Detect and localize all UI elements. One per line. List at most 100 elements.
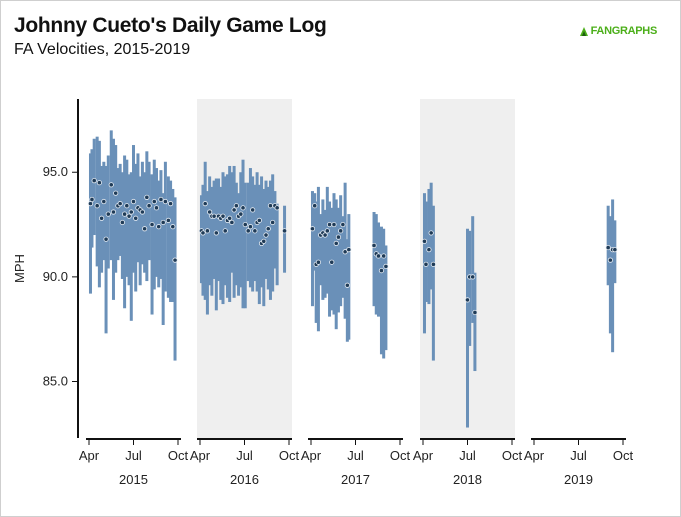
average-velocity-point [108, 182, 114, 188]
average-velocity-point [256, 217, 262, 223]
velocity-range-bar [243, 182, 247, 309]
average-velocity-point [428, 230, 434, 236]
x-tick-label: Oct [613, 448, 634, 463]
average-velocity-point [122, 211, 128, 217]
velocity-range-bar [95, 136, 99, 267]
average-velocity-point [346, 247, 352, 253]
x-tick-label: Jul [347, 448, 364, 463]
average-velocity-point [238, 211, 244, 217]
x-tick-label: Jul [125, 448, 142, 463]
velocity-range-bar [384, 245, 388, 351]
average-velocity-point [207, 209, 213, 215]
velocity-range-bar [239, 172, 243, 288]
average-velocity-point [267, 203, 274, 209]
average-velocity-point [172, 257, 178, 263]
velocity-range-bar [97, 140, 101, 288]
average-velocity-point [242, 221, 248, 228]
average-velocity-point [261, 238, 267, 244]
velocity-range-bar [468, 230, 472, 346]
velocity-range-bar [201, 184, 205, 296]
average-velocity-point [96, 180, 102, 186]
average-velocity-point [333, 240, 339, 246]
logo-text: FANGRAPHS [590, 25, 658, 37]
velocity-range-bar [473, 272, 477, 372]
average-velocity-point [322, 232, 328, 238]
velocity-range-bar [171, 188, 175, 302]
velocity-range-bar [127, 174, 131, 286]
velocity-range-bar [145, 151, 149, 282]
velocity-range-bar [347, 214, 351, 340]
x-tick-label: Jul [236, 448, 253, 463]
y-tick-label: 95.0 [43, 164, 68, 179]
average-velocity-point [335, 234, 342, 240]
chart-title: Johnny Cueto's Daily Game Log [14, 14, 327, 37]
average-velocity-point [281, 228, 288, 234]
velocity-range-bar [382, 228, 386, 359]
velocity-range-bar [431, 205, 435, 361]
average-velocity-point [151, 198, 157, 205]
panel-year-label: 2019 [564, 472, 593, 487]
average-velocity-point [274, 205, 280, 211]
x-tick-label: Apr [190, 448, 211, 463]
average-velocity-point [162, 198, 168, 205]
velocity-range-bar [260, 176, 264, 288]
velocity-range-bar [132, 145, 135, 273]
average-velocity-point [124, 203, 130, 209]
velocity-range-bar [138, 176, 142, 286]
average-velocity-point [165, 217, 171, 223]
average-velocity-point [200, 230, 206, 236]
velocity-range-bar [424, 201, 428, 302]
average-velocity-point [426, 247, 432, 253]
velocity-range-bar [323, 209, 327, 298]
average-velocity-point [130, 198, 137, 205]
velocity-range-bar [325, 186, 329, 294]
velocity-range-bar [266, 186, 270, 290]
velocity-range-bar [466, 228, 469, 428]
average-velocity-point [139, 209, 145, 215]
average-velocity-point [470, 274, 476, 280]
velocity-range-bar [262, 188, 266, 307]
average-velocity-point [133, 215, 139, 221]
average-velocity-point [247, 224, 254, 230]
velocity-range-bar [271, 174, 275, 292]
average-velocity-point [110, 209, 117, 215]
velocity-range-bar [376, 222, 380, 317]
velocity-range-bar [319, 214, 323, 286]
average-velocity-point [245, 228, 251, 234]
velocity-range-bar [374, 214, 378, 315]
velocity-range-bar [330, 207, 334, 311]
velocity-range-bar [166, 176, 170, 298]
velocity-range-bar [118, 163, 122, 256]
average-velocity-point [128, 209, 134, 215]
average-velocity-point [204, 228, 211, 234]
average-velocity-point [240, 205, 246, 211]
average-velocity-point [105, 211, 111, 217]
velocity-range-bar [109, 130, 113, 261]
fangraphs-logo[interactable]: FANGRAPHS [579, 25, 657, 37]
average-velocity-point [381, 253, 387, 259]
velocity-range-bar [228, 165, 232, 302]
velocity-range-bar [161, 193, 165, 325]
x-tick-label: Oct [168, 448, 189, 463]
velocity-range-bar [217, 178, 221, 282]
velocity-range-bar [210, 186, 214, 296]
average-velocity-point [270, 219, 276, 226]
velocity-range-bar [251, 176, 255, 292]
average-velocity-point [326, 221, 333, 228]
velocity-range-bar [102, 161, 106, 261]
velocity-range-bar [273, 191, 277, 269]
velocity-range-bar [341, 216, 345, 298]
average-velocity-point [170, 224, 176, 230]
average-velocity-point [312, 203, 318, 209]
velocity-range-bar [147, 161, 151, 261]
velocity-range-bar [157, 180, 161, 288]
panel-year-label: 2016 [230, 472, 259, 487]
average-velocity-point [229, 219, 235, 226]
velocity-range-bar [111, 138, 115, 300]
average-velocity-point [421, 238, 428, 244]
velocity-range-bar [275, 203, 279, 286]
velocity-range-bar [429, 182, 433, 290]
average-velocity-point [117, 201, 123, 207]
average-velocity-point [464, 297, 471, 303]
